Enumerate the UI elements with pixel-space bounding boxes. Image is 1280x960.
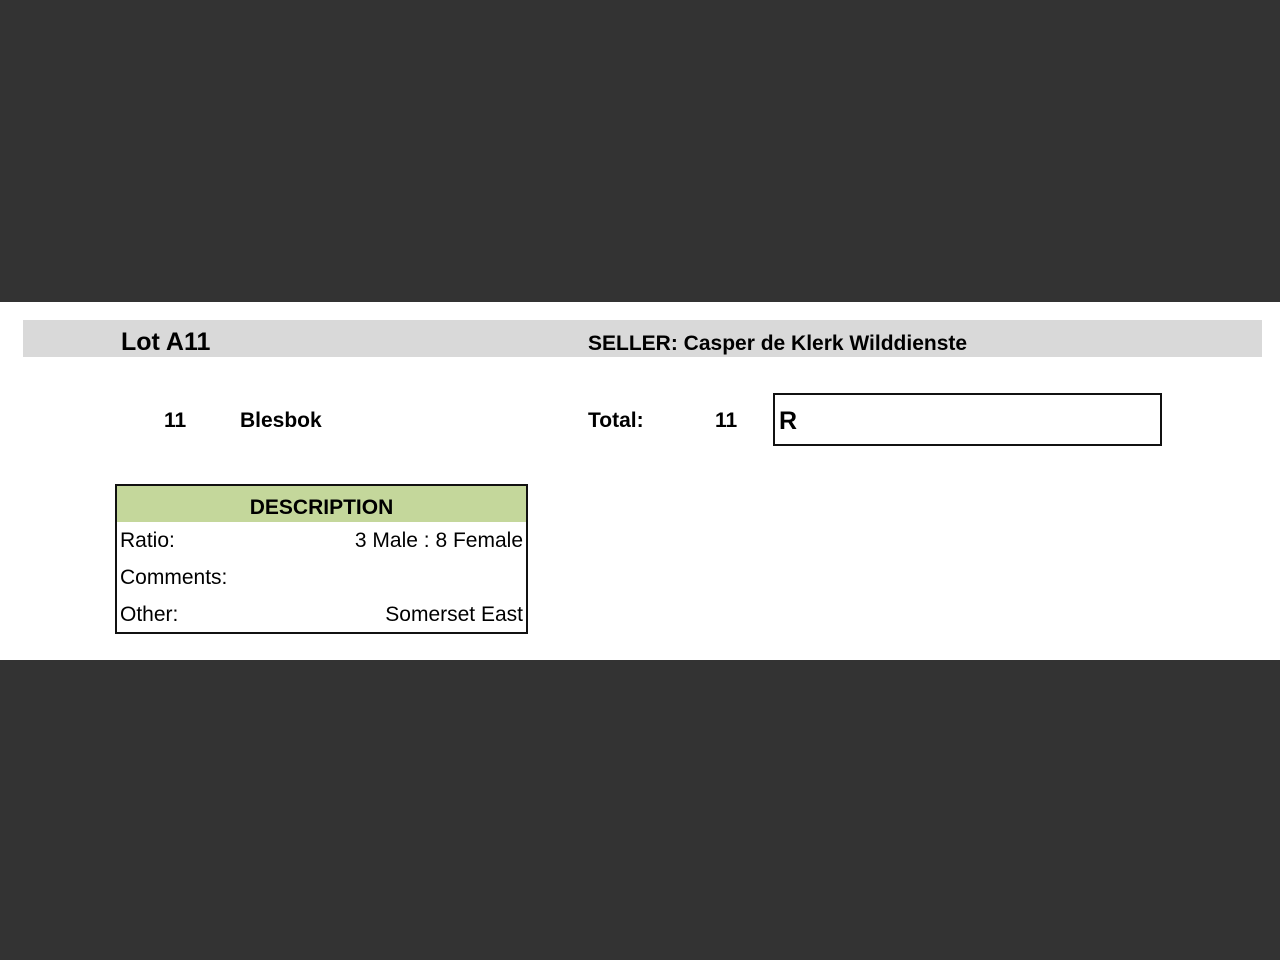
row-value: Somerset East: [385, 603, 523, 626]
description-row-comments: Comments:: [117, 559, 526, 596]
row-label: Other:: [120, 603, 179, 626]
total-label: Total:: [588, 409, 644, 432]
lot-sheet: Lot A11 SELLER: Casper de Klerk Wilddien…: [0, 302, 1280, 660]
row-label: Ratio:: [120, 529, 175, 552]
lot-title: Lot A11: [121, 328, 211, 356]
item-species: Blesbok: [240, 409, 322, 432]
lot-header-band: [23, 320, 1262, 357]
row-value: 3 Male : 8 Female: [354, 529, 523, 552]
description-table: DESCRIPTION Ratio: 3 Male : 8 Female Com…: [115, 484, 528, 634]
description-row-ratio: Ratio: 3 Male : 8 Female: [117, 522, 526, 559]
description-heading: DESCRIPTION: [117, 486, 526, 522]
bid-amount-field[interactable]: R: [773, 393, 1162, 446]
description-row-other: Other: Somerset East: [117, 596, 526, 633]
item-quantity: 11: [164, 409, 187, 432]
total-value: 11: [715, 409, 738, 432]
seller-name: SELLER: Casper de Klerk Wilddienste: [588, 332, 968, 355]
currency-symbol: R: [779, 407, 798, 435]
row-label: Comments:: [120, 566, 228, 589]
